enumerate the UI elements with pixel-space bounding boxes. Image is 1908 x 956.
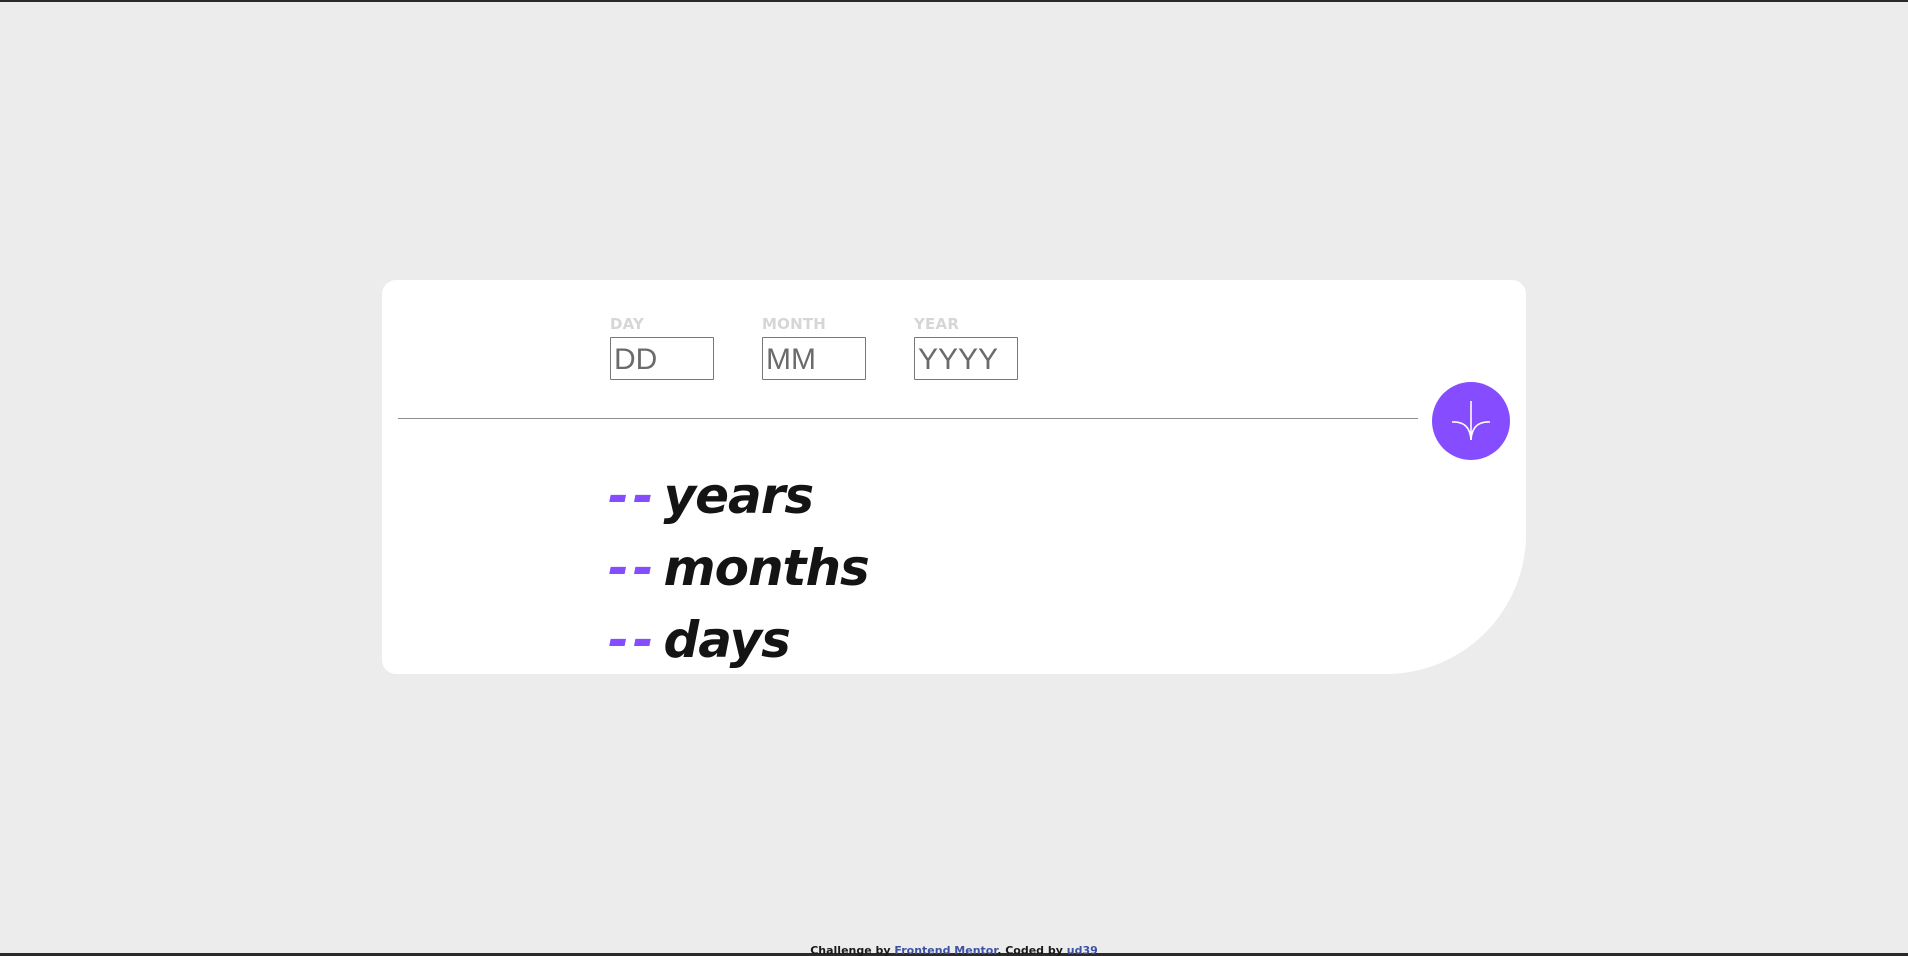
result-days: -- days [608, 604, 869, 676]
years-unit: years [663, 467, 815, 525]
months-unit: months [663, 539, 870, 597]
result-years: -- years [608, 460, 869, 532]
year-label: YEAR [914, 315, 960, 333]
age-calculator-card: DAY MONTH YEAR --years --months --days [382, 280, 1526, 674]
days-unit: days [663, 611, 791, 669]
years-value: -- [608, 467, 658, 525]
submit-button[interactable] [1432, 382, 1510, 460]
frontend-mentor-link[interactable]: Frontend Mentor [894, 944, 998, 956]
arrow-down-icon [1451, 401, 1491, 441]
day-field: DAY [610, 316, 714, 380]
divider [398, 418, 1418, 419]
day-label: DAY [610, 315, 645, 333]
attribution-prefix: Challenge by [810, 944, 895, 956]
month-input[interactable] [762, 337, 866, 380]
attribution: Challenge by Frontend Mentor. Coded by u… [0, 944, 1908, 956]
author-link[interactable]: ud39 [1066, 944, 1098, 956]
month-field: MONTH [762, 316, 866, 380]
result-months: -- months [608, 532, 870, 604]
year-input[interactable] [914, 337, 1018, 380]
year-field: YEAR [914, 316, 1018, 380]
attribution-middle: . Coded by [997, 944, 1067, 956]
results: -- years -- months -- days [608, 460, 870, 676]
month-label: MONTH [762, 315, 827, 333]
days-value: -- [608, 611, 658, 669]
months-value: -- [608, 539, 658, 597]
day-input[interactable] [610, 337, 714, 380]
